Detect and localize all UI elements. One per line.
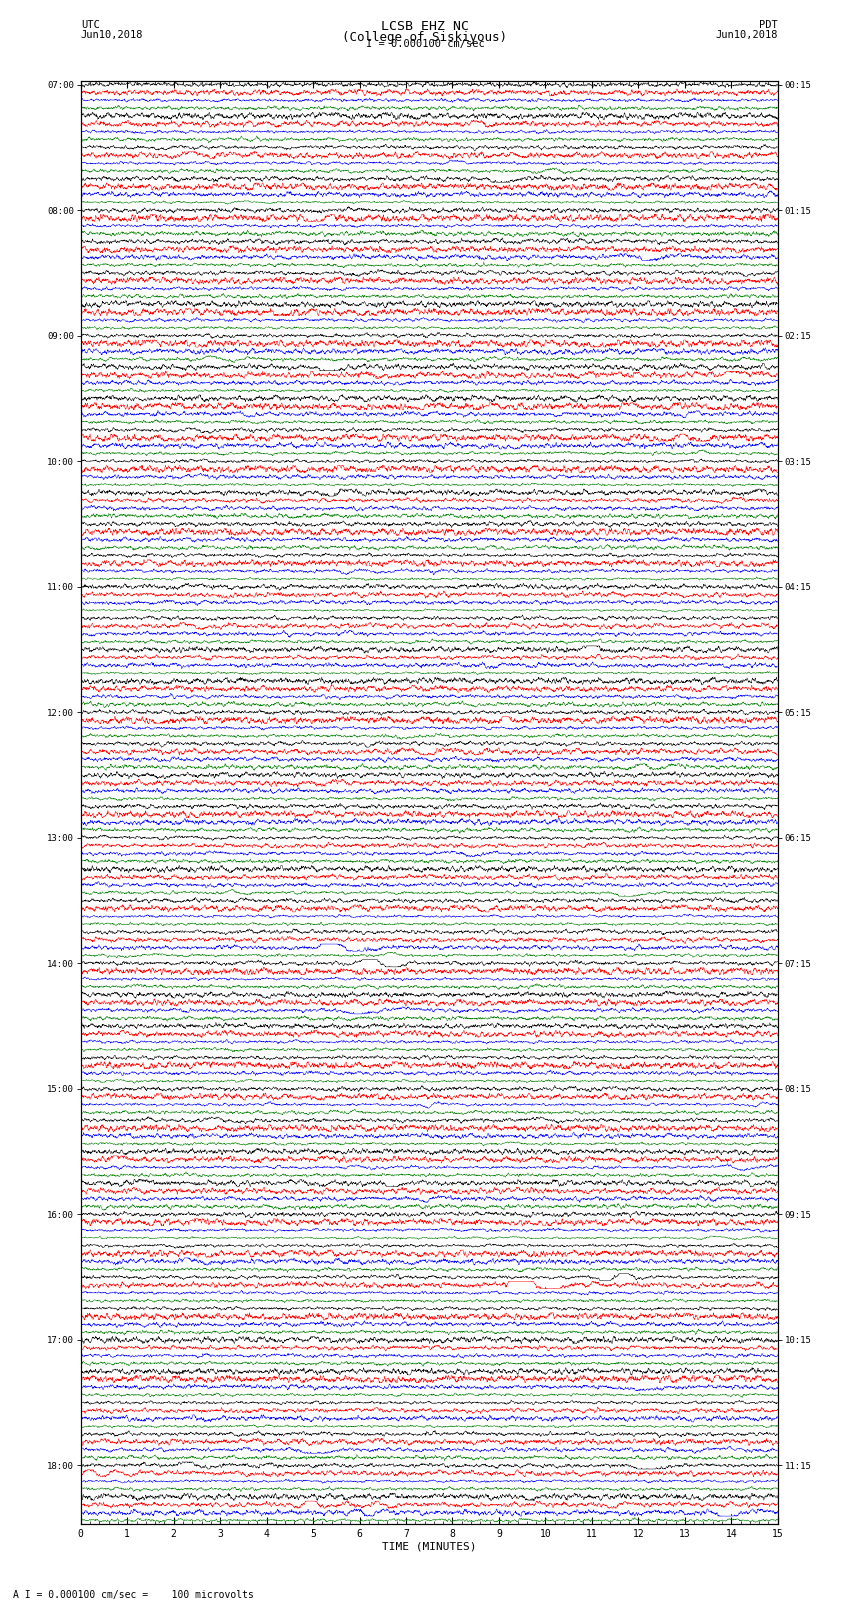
Text: UTC: UTC: [81, 19, 99, 31]
X-axis label: TIME (MINUTES): TIME (MINUTES): [382, 1542, 477, 1552]
Text: LCSB EHZ NC: LCSB EHZ NC: [381, 19, 469, 34]
Text: Jun10,2018: Jun10,2018: [81, 31, 144, 40]
Text: PDT: PDT: [759, 19, 778, 31]
Text: (College of Siskiyous): (College of Siskiyous): [343, 31, 507, 44]
Text: A I = 0.000100 cm/sec =    100 microvolts: A I = 0.000100 cm/sec = 100 microvolts: [13, 1590, 253, 1600]
Text: Jun10,2018: Jun10,2018: [715, 31, 778, 40]
Text: I = 0.000100 cm/sec: I = 0.000100 cm/sec: [366, 39, 484, 48]
